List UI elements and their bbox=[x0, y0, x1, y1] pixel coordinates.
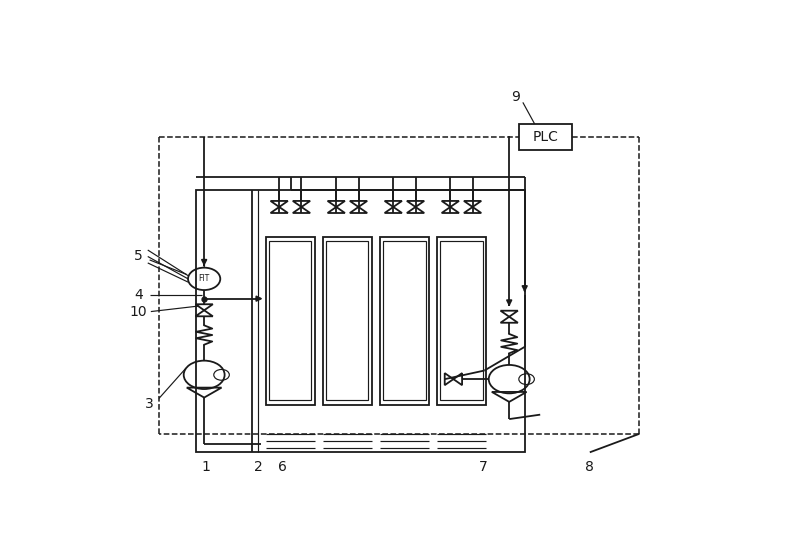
Bar bbox=[266, 237, 314, 405]
Text: 3: 3 bbox=[146, 397, 154, 411]
Bar bbox=[383, 240, 426, 400]
Bar bbox=[270, 240, 311, 400]
Text: 7: 7 bbox=[478, 459, 487, 473]
Bar bbox=[323, 237, 371, 405]
Bar bbox=[380, 237, 429, 405]
Text: FIT: FIT bbox=[198, 274, 210, 283]
Bar bbox=[196, 190, 525, 452]
Text: 1: 1 bbox=[201, 459, 210, 473]
Bar bbox=[440, 240, 482, 400]
Text: 10: 10 bbox=[130, 305, 147, 319]
Bar bbox=[519, 124, 571, 150]
Text: 4: 4 bbox=[134, 288, 143, 302]
Bar bbox=[438, 237, 486, 405]
Text: 2: 2 bbox=[254, 459, 262, 473]
Text: 5: 5 bbox=[134, 249, 143, 263]
Text: 8: 8 bbox=[586, 459, 594, 473]
Text: PLC: PLC bbox=[532, 130, 558, 144]
Text: 6: 6 bbox=[278, 459, 287, 473]
Bar bbox=[326, 240, 369, 400]
Text: 9: 9 bbox=[511, 90, 520, 104]
